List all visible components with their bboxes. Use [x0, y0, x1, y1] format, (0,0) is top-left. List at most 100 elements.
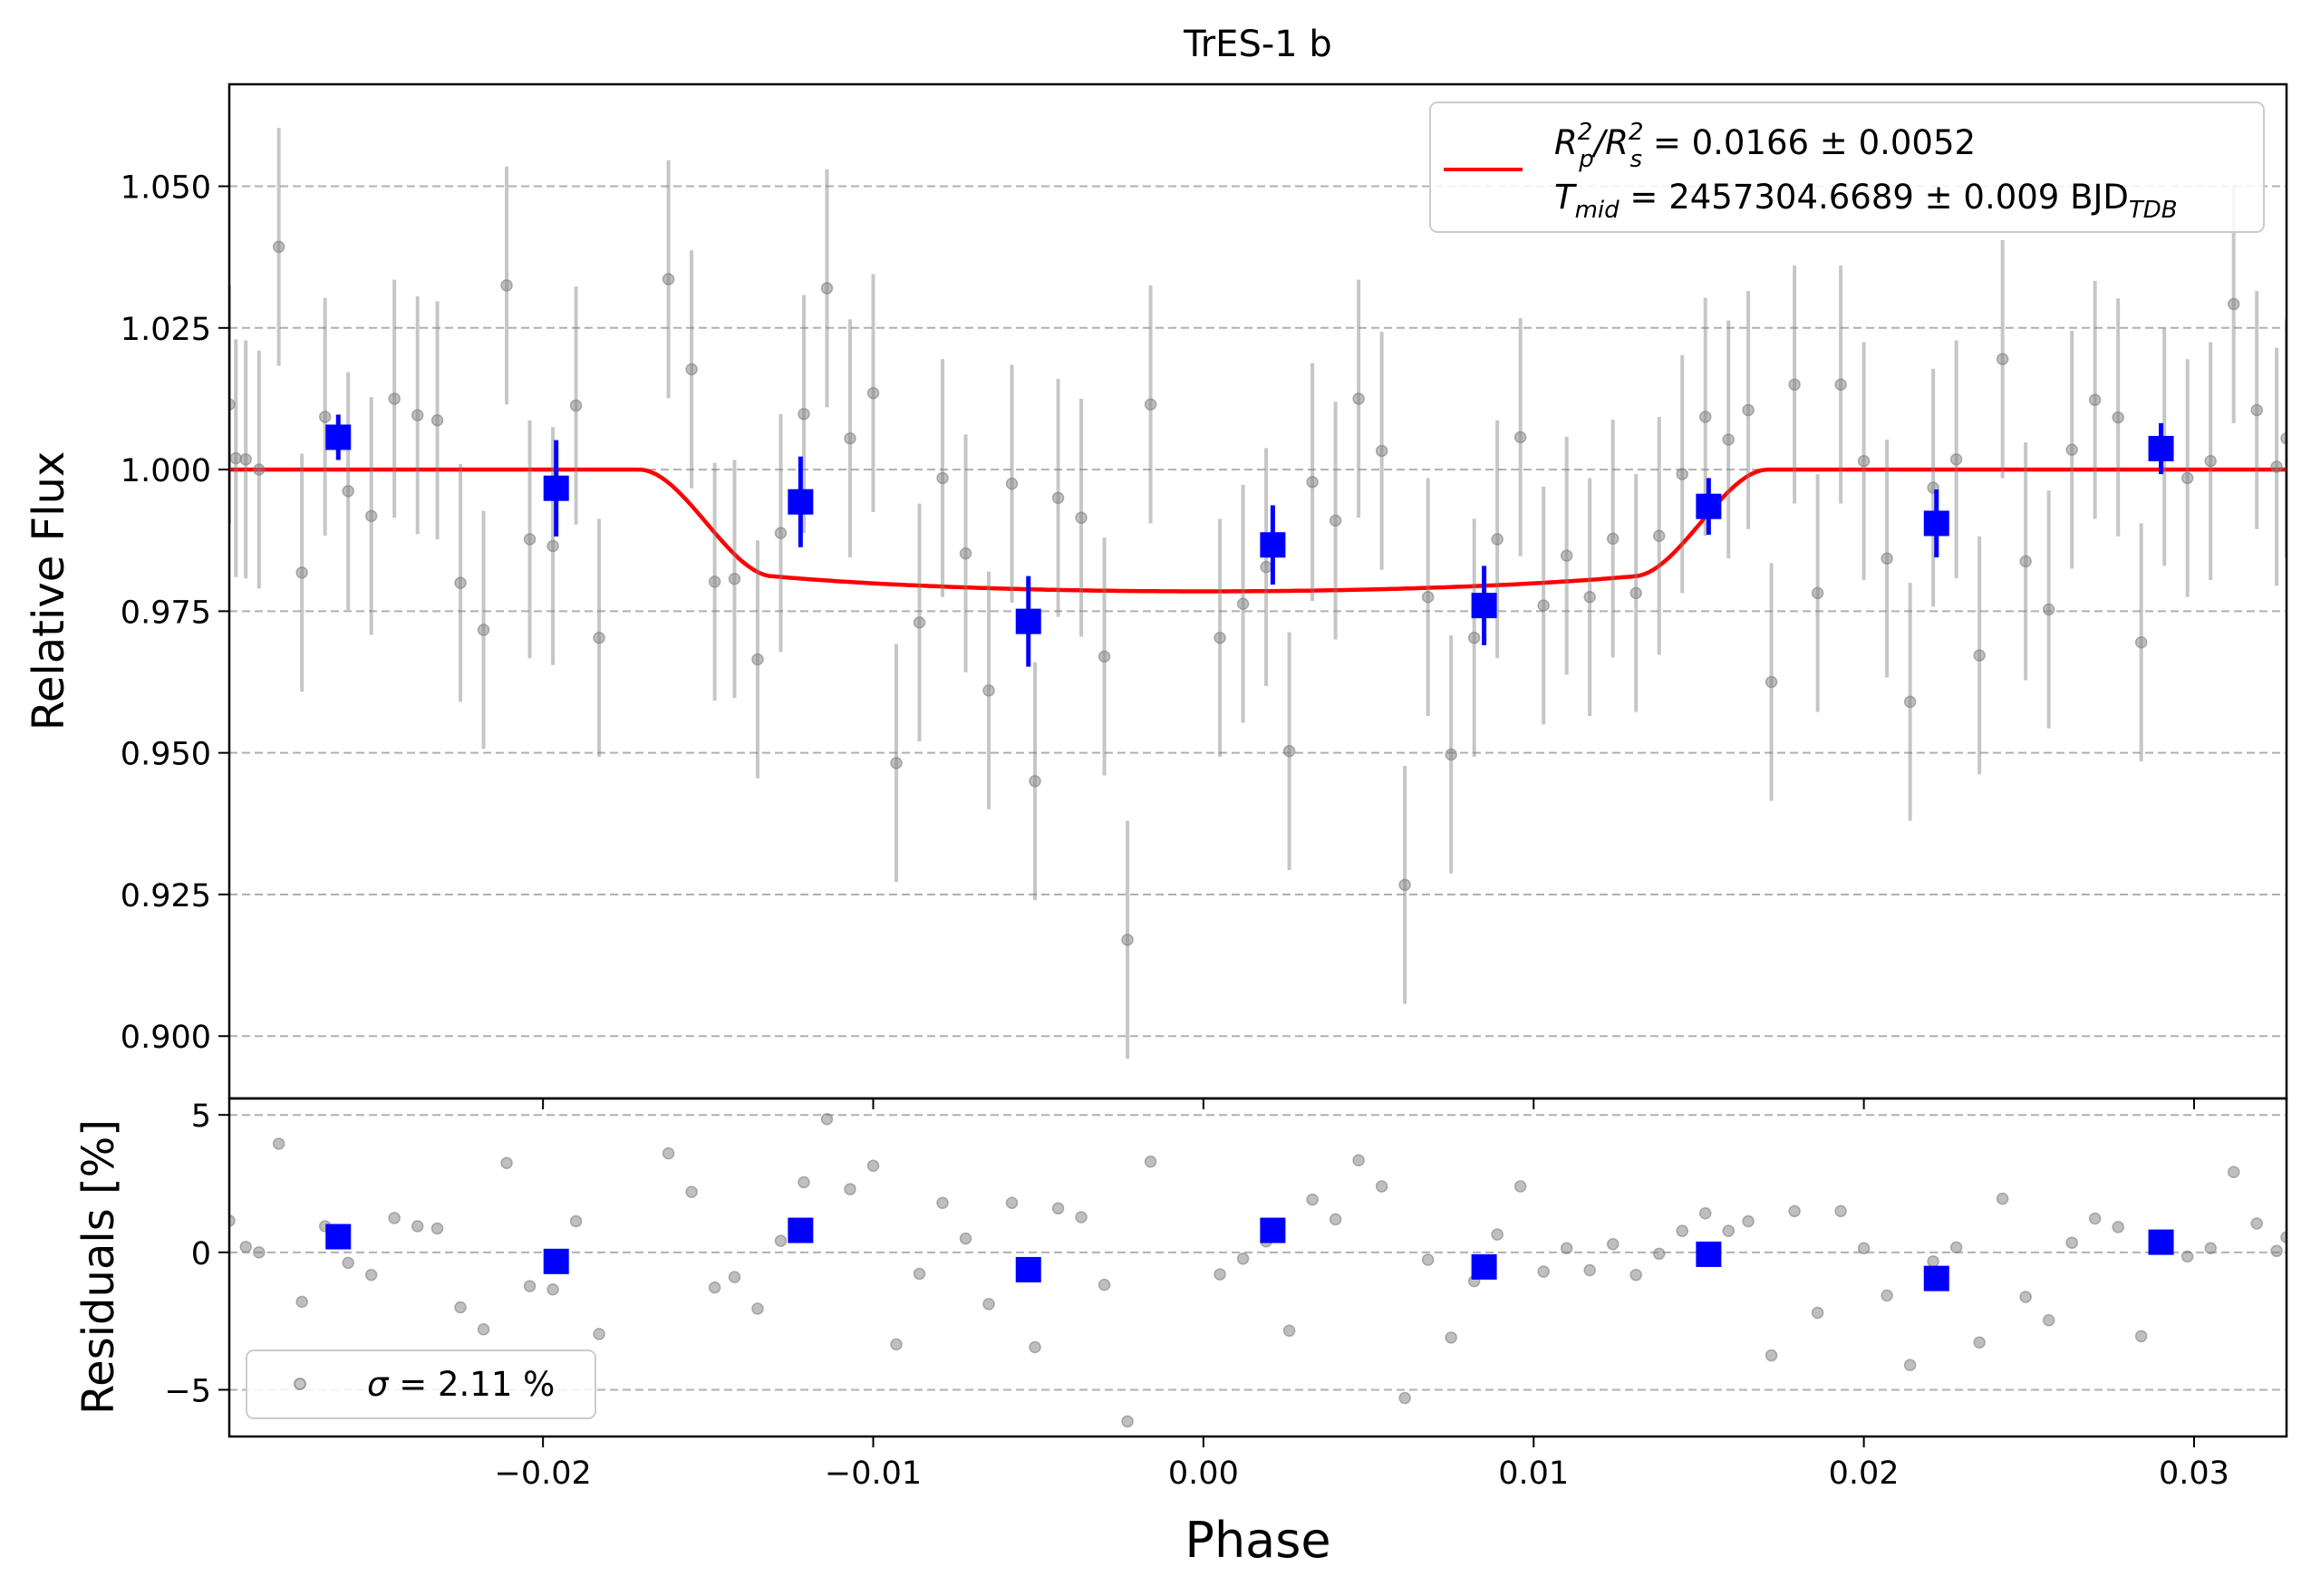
raw-data-point: [1788, 378, 1801, 392]
residual-point: [229, 1214, 236, 1227]
residual-point: [1029, 1340, 1041, 1354]
legend-sigma: σ = 2.11 %: [367, 1365, 555, 1404]
top-ytick-label: 0.900: [121, 1020, 211, 1056]
raw-data-point: [2204, 454, 2217, 468]
raw-data-point: [2112, 411, 2124, 424]
residual-point: [1306, 1193, 1319, 1206]
residual-point: [982, 1298, 995, 1311]
raw-data-point: [662, 273, 675, 285]
legend-residual-marker: [294, 1378, 306, 1390]
raw-data-point: [1903, 695, 1917, 709]
residual-point: [2250, 1217, 2263, 1230]
residual-point: [388, 1212, 401, 1224]
binned-data-point: [543, 475, 569, 501]
residual-point: [2280, 1231, 2287, 1243]
raw-data-point: [272, 240, 285, 254]
legend-t-sub: mid: [1575, 197, 1620, 224]
residual-point: [454, 1301, 467, 1314]
raw-data-point: [1421, 591, 1435, 604]
raw-data-point: [1765, 675, 1778, 689]
raw-data-point: [1537, 599, 1550, 612]
raw-data-point: [2065, 443, 2078, 456]
legend-t-timescale: TDB: [2129, 197, 2178, 224]
residual-point: [1214, 1268, 1226, 1281]
residual-point: [1282, 1324, 1296, 1337]
legend-r-sup2: 2: [1629, 119, 1644, 146]
residual-point: [1236, 1253, 1250, 1265]
chart-title: TrES-1 b: [1183, 24, 1332, 65]
residual-point: [295, 1295, 308, 1309]
bottom-xtick-label: 0.02: [1829, 1456, 1900, 1492]
raw-data-point: [1445, 748, 1457, 761]
binned-data-point: [788, 488, 814, 515]
raw-data-point: [1467, 632, 1481, 644]
raw-data-point: [2134, 636, 2148, 649]
residual-point: [477, 1322, 490, 1336]
residual-point: [936, 1196, 949, 1209]
binned-data-point: [1260, 532, 1286, 558]
raw-data-point: [844, 431, 856, 445]
raw-data-point: [959, 547, 972, 560]
legend-line-tmid: Tmid = 2457304.6689 ± 0.009 BJDTDB: [1554, 178, 2178, 224]
residual-point: [1949, 1241, 1963, 1254]
raw-data-point: [2280, 431, 2287, 445]
raw-data-point: [1722, 433, 1735, 446]
bottom-xtick-label: −0.01: [825, 1456, 922, 1492]
raw-points-layer: [229, 128, 2287, 1059]
residual-point: [1421, 1253, 1435, 1266]
residual-point: [2088, 1212, 2102, 1225]
bottom-xtick-label: −0.02: [495, 1456, 592, 1492]
legend-r-sub1: p: [1578, 146, 1594, 173]
raw-data-point: [913, 616, 926, 629]
residual-point: [1005, 1196, 1019, 1209]
raw-data-point: [430, 413, 444, 427]
raw-data-point: [2250, 403, 2263, 417]
residual-binned-point: [1923, 1265, 1949, 1291]
bottom-ytick-label: 0: [191, 1236, 211, 1272]
residual-point: [1051, 1202, 1065, 1215]
raw-data-point: [1973, 649, 1986, 662]
residual-point: [1075, 1211, 1088, 1224]
residual-point: [798, 1175, 810, 1189]
raw-data-point: [1857, 454, 1871, 468]
raw-data-point: [798, 408, 810, 421]
raw-data-point: [1329, 514, 1342, 527]
legend-r-sub2: s: [1630, 146, 1643, 173]
raw-data-point: [1560, 549, 1573, 562]
raw-data-point: [523, 533, 537, 546]
residual-point: [728, 1271, 741, 1283]
raw-data-point: [1698, 411, 1712, 423]
residual-point: [1560, 1242, 1573, 1255]
raw-data-point: [1996, 353, 2009, 365]
raw-data-point: [1005, 477, 1019, 490]
raw-data-point: [569, 399, 583, 412]
bottom-gridlines: [229, 1114, 2287, 1391]
raw-data-point: [1834, 378, 1847, 392]
raw-data-point: [1236, 597, 1250, 611]
raw-data-point: [229, 398, 236, 411]
residual-point: [2270, 1244, 2283, 1258]
legend-r-sup1: 2: [1578, 119, 1593, 146]
top-ytick-label: 1.000: [121, 453, 211, 489]
binned-data-point: [325, 424, 352, 450]
raw-data-point: [1306, 476, 1319, 488]
raw-data-point: [388, 392, 401, 405]
residual-binned-point: [1696, 1241, 1722, 1267]
raw-data-point: [1375, 444, 1388, 458]
bottom-legend-box: [246, 1349, 596, 1419]
residual-point: [1629, 1268, 1642, 1282]
residual-point: [2112, 1221, 2124, 1233]
raw-data-point: [1742, 403, 1755, 417]
residual-point: [239, 1241, 252, 1253]
raw-data-point: [1881, 552, 1893, 565]
residual-point: [1329, 1213, 1342, 1226]
residual-point: [253, 1246, 266, 1259]
raw-data-point: [229, 451, 243, 465]
residual-point: [1676, 1224, 1688, 1237]
residual-point: [2134, 1330, 2148, 1343]
legend-sigma-value: = 2.11 %: [388, 1365, 555, 1404]
residual-point: [1788, 1204, 1801, 1218]
raw-data-point: [500, 279, 513, 292]
light-curve-panel: 0.900 0.925 0.950 0.975 1.000 1.025 1.050 Rela…: [24, 82, 2288, 1109]
top-x-ticks: [542, 1098, 2195, 1109]
